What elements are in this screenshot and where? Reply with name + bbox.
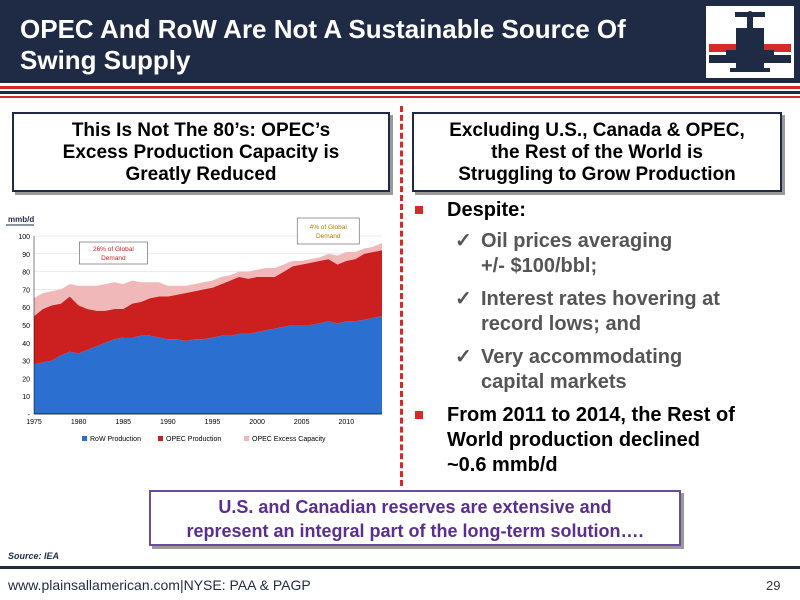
column-divider	[400, 106, 403, 486]
valve-logo-icon	[709, 11, 791, 72]
legend-swatch	[82, 436, 87, 441]
y-tick-label: 30	[22, 359, 30, 366]
page-number: 29	[766, 578, 781, 593]
sub-bullet-oil-prices: ✓ Oil prices averaging +/- $100/bbl;	[415, 229, 795, 279]
sub-bullet-capital-markets-line-2: capital markets	[481, 371, 627, 393]
annotation-4pct-line-1: 4% of Global	[310, 224, 348, 231]
source-note: Source: IEA	[8, 551, 60, 561]
annotation-26pct-line-1: 26% of Global	[93, 246, 134, 253]
row-production-area	[34, 316, 382, 414]
bullet-row-decline-line-3: ~0.6 mmb/d	[447, 454, 558, 476]
legend-label: RoW Production	[90, 436, 141, 443]
production-chart: mmb/d - 10 20 30 40 50 60 70 80 90 100 1975 1980 1985…	[4, 212, 394, 450]
right-heading-line-2: the Rest of the World is	[491, 142, 703, 163]
sub-bullet-capital-markets: ✓ Very accommodating capital markets	[415, 345, 795, 395]
y-tick-label: 90	[22, 252, 30, 259]
y-tick-label: 20	[22, 376, 30, 383]
y-tick-label: 100	[18, 234, 30, 241]
production-chart-svg: mmb/d - 10 20 30 40 50 60 70 80 90 100 1975 1980 1985…	[6, 215, 382, 443]
sub-bullet-oil-prices-line-1: Oil prices averaging	[481, 230, 673, 252]
x-tick-label: 1985	[115, 419, 131, 426]
callout-line-1: U.S. and Canadian reserves are extensive…	[218, 497, 612, 517]
page-title-line-1: OPEC And RoW Are Not A Sustainable Sourc…	[20, 14, 626, 44]
bullet-despite: Despite:	[415, 198, 795, 223]
y-tick-label: -	[28, 412, 31, 419]
opec-production-area	[34, 250, 382, 365]
red-square-bullet-icon	[415, 411, 423, 419]
footer-url-link[interactable]: www.plainsallamerican.com	[8, 577, 180, 593]
annotation-box-26pct	[79, 241, 148, 265]
footer-bar	[0, 566, 800, 569]
right-heading-line-1: Excluding U.S., Canada & OPEC,	[449, 120, 745, 141]
bullet-row-decline-line-2: World production declined	[447, 429, 700, 451]
check-icon: ✓	[455, 230, 472, 252]
annotation-26pct-line-2: Demand	[101, 255, 126, 262]
y-tick-label: 40	[22, 341, 30, 348]
x-tick-label: 1975	[26, 419, 42, 426]
annotation-box-4pct	[296, 217, 360, 245]
y-tick-label: 10	[22, 394, 30, 401]
left-heading-line-2: Excess Production Capacity is	[62, 142, 340, 163]
page-title-line-2: Swing Supply	[20, 45, 191, 75]
opec-excess-capacity-area	[34, 243, 382, 317]
x-tick-label: 2005	[294, 419, 310, 426]
check-icon: ✓	[455, 346, 472, 368]
reserves-callout: U.S. and Canadian reserves are extensive…	[149, 490, 681, 546]
bullet-row-decline: From 2011 to 2014, the Rest of World pro…	[415, 403, 795, 478]
x-tick-label: 1995	[205, 419, 221, 426]
header-stripe-red-2	[0, 96, 800, 98]
left-heading-line-1: This Is Not The 80’s: OPEC’s	[71, 120, 331, 141]
callout-line-2: represent an integral part of the long-t…	[186, 521, 644, 541]
sub-bullet-oil-prices-line-2: +/- $100/bbl;	[481, 255, 598, 277]
page-title: OPEC And RoW Are Not A Sustainable Sourc…	[20, 14, 680, 76]
x-tick-label: 2000	[249, 419, 265, 426]
y-tick-label: 80	[22, 270, 30, 277]
legend-swatch	[244, 436, 249, 441]
sub-bullet-interest-rates: ✓ Interest rates hovering at record lows…	[415, 287, 795, 337]
footer: www.plainsallamerican.com|NYSE: PAA & PA…	[8, 577, 311, 593]
legend-label: OPEC Excess Capacity	[252, 436, 326, 443]
x-tick-label: 2010	[339, 419, 355, 426]
header-stripe-navy	[0, 91, 800, 94]
x-tick-label: 1980	[71, 419, 87, 426]
company-logo	[706, 6, 794, 78]
legend-label: OPEC Production	[166, 436, 221, 443]
header-stripe-red	[0, 86, 800, 89]
sub-bullet-interest-rates-line-2: record lows; and	[481, 313, 642, 335]
bullet-row-decline-line-1: From 2011 to 2014, the Rest of	[447, 404, 735, 426]
footer-ticker: NYSE: PAA & PAGP	[183, 577, 311, 593]
left-heading-box: This Is Not The 80’s: OPEC’s Excess Prod…	[12, 112, 390, 192]
red-square-bullet-icon	[415, 206, 423, 214]
x-tick-label: 1990	[160, 419, 176, 426]
y-tick-label: 60	[22, 305, 30, 312]
right-heading-box: Excluding U.S., Canada & OPEC, the Rest …	[412, 112, 782, 192]
check-icon: ✓	[455, 288, 472, 310]
sub-bullet-capital-markets-line-1: Very accommodating	[481, 346, 683, 368]
y-tick-label: 50	[22, 323, 30, 330]
footer-separator: |	[179, 577, 184, 593]
right-heading-line-3: Struggling to Grow Production	[458, 164, 736, 185]
annotation-4pct-line-2: Demand	[316, 233, 341, 240]
y-axis-unit-label: mmb/d	[8, 215, 34, 224]
bullet-list: Despite: ✓ Oil prices averaging +/- $100…	[415, 198, 795, 478]
bullet-despite-text: Despite:	[447, 199, 526, 221]
sub-bullet-interest-rates-line-1: Interest rates hovering at	[481, 288, 720, 310]
y-tick-label: 70	[22, 287, 30, 294]
left-heading-line-3: Greatly Reduced	[125, 164, 277, 185]
legend-swatch	[158, 436, 163, 441]
header-bar: OPEC And RoW Are Not A Sustainable Sourc…	[0, 0, 800, 83]
